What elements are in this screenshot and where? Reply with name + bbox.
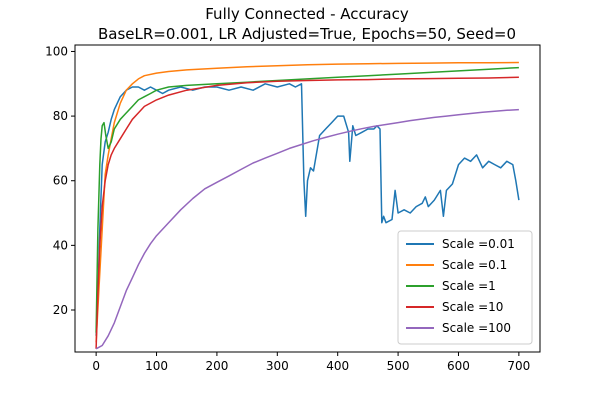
axes-frame: [74, 44, 541, 353]
x-tick-label: 200: [205, 359, 228, 373]
y-tick-label: 80: [53, 109, 68, 123]
y-tick-label: 100: [45, 44, 68, 58]
plot-area: 0 100 200 300 400 500 600 700 20 40 60 80 100: [45, 44, 541, 373]
x-tick-label: 400: [326, 359, 349, 373]
x-tick-label: 500: [387, 359, 410, 373]
series-line-5: [95, 108, 519, 350]
legend-label-5: Scale =100: [442, 321, 511, 335]
x-tick-label: 100: [145, 359, 168, 373]
y-tick-label: 20: [53, 303, 68, 317]
series-line-4: [95, 76, 519, 349]
x-tick-label: 300: [266, 359, 289, 373]
series-line-1: [95, 83, 520, 336]
y-tick-label: 60: [53, 174, 68, 188]
legend-label-3: Scale =1: [442, 279, 496, 293]
series-line-3: [95, 66, 519, 333]
legend-label-2: Scale =0.1: [442, 258, 507, 272]
legend-label-4: Scale =10: [442, 300, 503, 314]
series-line-2: [95, 61, 519, 343]
chart-subtitle: BaseLR=0.001, LR Adjusted=True, Epochs=5…: [98, 25, 516, 43]
legend-box: [397, 230, 533, 345]
x-tick-label: 700: [507, 359, 530, 373]
chart-title: Fully Connected - Accuracy: [205, 5, 409, 23]
y-tick-label: 40: [53, 238, 68, 252]
legend: Scale =0.01 Scale =0.1 Scale =1 Scale =10 Sc…: [397, 230, 533, 345]
x-tick-label: 600: [447, 359, 470, 373]
x-tick-label: 0: [92, 359, 100, 373]
legend-label-1: Scale =0.01: [442, 237, 515, 251]
